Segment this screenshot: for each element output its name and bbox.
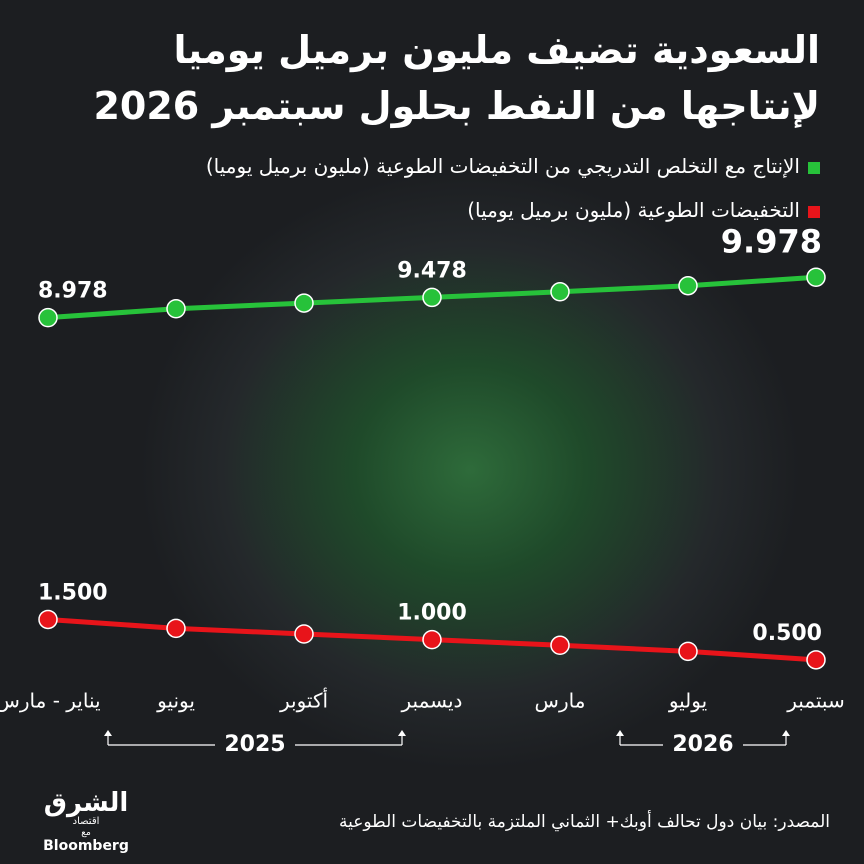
- value-label: 1.000: [397, 601, 467, 626]
- x-tick-label: يناير - مارس: [0, 689, 101, 713]
- title-line: السعودية تضيف مليون برميل يوميا: [173, 28, 820, 72]
- x-tick-label: سبتمبر: [786, 689, 844, 713]
- data-point: [422, 629, 442, 650]
- logo-with: مع: [81, 828, 91, 838]
- group-arrow: [398, 730, 406, 736]
- legend-swatch: [808, 205, 820, 218]
- x-tick-label: مارس: [535, 689, 586, 713]
- data-point: [422, 287, 442, 308]
- value-label: 9.978: [721, 222, 822, 260]
- source: المصدر: بيان دول تحالف أوبك+ الثماني الم…: [338, 812, 830, 832]
- data-point: [38, 609, 58, 630]
- data-point: [678, 275, 698, 296]
- x-tick-label: يوليو: [668, 689, 707, 713]
- legend-label: التخفيضات الطوعية (مليون برميل يوميا): [467, 198, 800, 222]
- group-arrow: [104, 730, 112, 736]
- value-label: 9.478: [397, 258, 467, 283]
- logo-partner: Bloomberg: [43, 838, 129, 854]
- legend-item: الإنتاج مع التخلص التدريجي من التخفيضات …: [20, 154, 820, 178]
- value-label: 8.978: [38, 279, 108, 304]
- title: السعودية تضيف مليون برميل يوميا لإنتاجها…: [20, 22, 820, 134]
- x-tick-label: ديسمبر: [401, 689, 463, 713]
- title-line: لإنتاجها من النفط بحلول سبتمبر 2026: [93, 84, 820, 128]
- value-label: 0.500: [752, 621, 822, 646]
- x-tick-label: أكتوبر: [279, 688, 328, 713]
- logo-name: الشرق: [43, 788, 129, 818]
- x-tick-label: يونيو: [156, 689, 195, 713]
- x-group-label: 2025: [224, 732, 285, 757]
- group-arrow: [782, 730, 790, 736]
- legend-label: الإنتاج مع التخلص التدريجي من التخفيضات …: [205, 154, 800, 178]
- data-point: [294, 624, 314, 644]
- legend-swatch: [808, 161, 820, 174]
- data-point: [550, 282, 570, 302]
- data-point: [806, 650, 826, 670]
- data-point: [806, 267, 826, 288]
- data-point: [294, 293, 314, 313]
- value-label: 1.500: [38, 580, 108, 605]
- data-point: [38, 307, 58, 328]
- data-point: [678, 641, 698, 662]
- data-point: [550, 635, 570, 656]
- legend-item: التخفيضات الطوعية (مليون برميل يوميا): [20, 198, 820, 222]
- logo: الشرق اقتصاد مع Bloomberg: [32, 790, 140, 854]
- x-group-label: 2026: [672, 732, 733, 757]
- group-arrow: [616, 730, 624, 736]
- data-point: [166, 298, 186, 319]
- data-point: [166, 618, 186, 639]
- logo-sub: اقتصاد: [72, 816, 100, 827]
